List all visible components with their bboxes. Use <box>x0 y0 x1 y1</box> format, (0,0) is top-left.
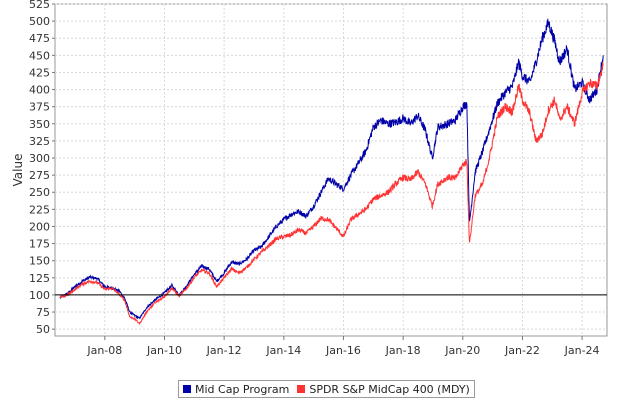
y-axis-title: Value <box>11 154 25 187</box>
y-tick-label: 175 <box>29 238 50 251</box>
y-tick-label: 375 <box>29 101 50 114</box>
y-tick-label: 250 <box>29 186 50 199</box>
plot-area <box>54 3 608 337</box>
x-tick-label: Jan-16 <box>325 344 361 357</box>
x-tick-label: Jan-10 <box>146 344 182 357</box>
y-tick-label: 475 <box>29 32 50 45</box>
x-tick-label: Jan-12 <box>206 344 242 357</box>
legend-swatch <box>183 385 191 393</box>
series-line-1 <box>59 18 604 320</box>
y-tick-label: 200 <box>29 220 50 233</box>
y-tick-label: 275 <box>29 169 50 182</box>
legend-label: SPDR S&P MidCap 400 (MDY) <box>309 382 470 396</box>
y-tick-label: 50 <box>36 323 50 336</box>
series-line-2 <box>59 62 604 325</box>
x-tick-label: Jan-20 <box>444 344 480 357</box>
y-tick-label: 400 <box>29 84 50 97</box>
y-tick-label: 150 <box>29 255 50 268</box>
y-tick-label: 525 <box>29 0 50 11</box>
x-tick-label: Jan-08 <box>86 344 122 357</box>
y-tick-label: 300 <box>29 152 50 165</box>
x-tick-label: Jan-14 <box>265 344 301 357</box>
y-tick-label: 425 <box>29 66 50 79</box>
x-tick-label: Jan-22 <box>504 344 540 357</box>
axes: 50 75 100 125 150 175 200 225 250 275 300 325 350 375… <box>29 0 600 357</box>
y-tick-label: 125 <box>29 272 50 285</box>
y-tick-label: 100 <box>29 289 50 302</box>
x-tick-label: Jan-18 <box>385 344 421 357</box>
legend-item-1: Mid Cap Program <box>183 383 289 396</box>
y-tick-label: 500 <box>29 15 50 28</box>
y-tick-label: 75 <box>36 306 50 319</box>
y-tick-label: 225 <box>29 203 50 216</box>
y-tick-label: 325 <box>29 135 50 148</box>
legend-swatch <box>297 385 306 393</box>
legend-item-2: SPDR S&P MidCap 400 (MDY) <box>297 383 470 396</box>
grid <box>54 3 608 337</box>
series-layer <box>55 18 607 325</box>
y-tick-label: 350 <box>29 118 50 131</box>
y-tick-label: 450 <box>29 49 50 62</box>
x-tick-label: Jan-24 <box>564 344 600 357</box>
legend-label: Mid Cap Program <box>195 382 290 396</box>
legend: Mid Cap Program SPDR S&P MidCap 400 (MDY) <box>178 380 475 398</box>
